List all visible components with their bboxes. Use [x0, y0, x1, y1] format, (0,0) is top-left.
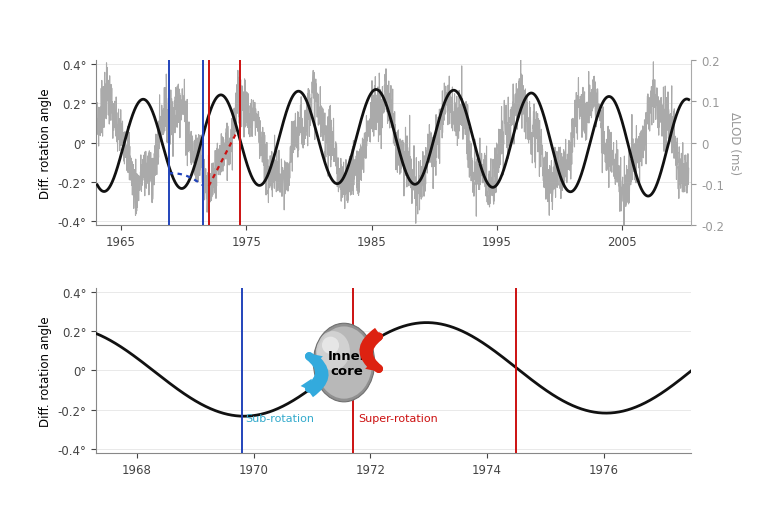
Ellipse shape	[313, 324, 375, 402]
Text: Super-rotation: Super-rotation	[359, 413, 439, 423]
Ellipse shape	[316, 331, 349, 371]
FancyArrowPatch shape	[369, 337, 379, 369]
Ellipse shape	[316, 327, 372, 399]
FancyArrowPatch shape	[309, 357, 319, 388]
FancyArrowPatch shape	[367, 337, 379, 369]
FancyArrowPatch shape	[310, 356, 321, 389]
FancyArrowPatch shape	[309, 355, 329, 398]
Y-axis label: Diff. rotation angle: Diff. rotation angle	[39, 88, 52, 199]
Ellipse shape	[322, 337, 339, 354]
Text: Inner
core: Inner core	[327, 349, 366, 377]
Y-axis label: Diff. rotation angle: Diff. rotation angle	[39, 316, 52, 426]
FancyArrowPatch shape	[359, 328, 379, 371]
FancyArrowPatch shape	[300, 379, 313, 395]
Y-axis label: ΔLOD (ms): ΔLOD (ms)	[727, 112, 740, 175]
Text: Sub-rotation: Sub-rotation	[246, 413, 314, 423]
